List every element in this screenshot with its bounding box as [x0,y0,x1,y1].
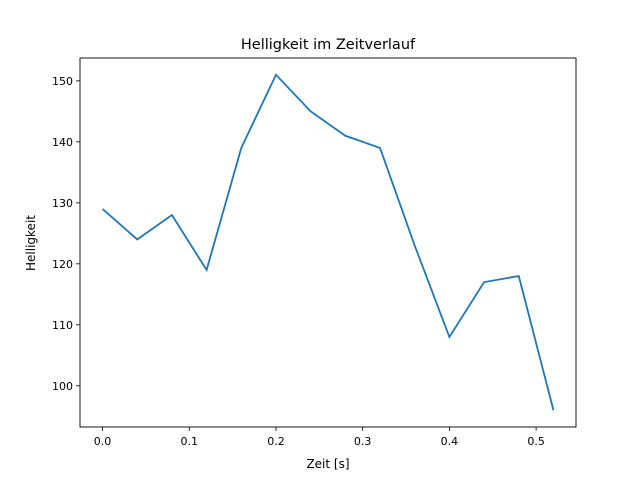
y-axis-label: Helligkeit [24,215,38,271]
x-tick-label: 0.3 [354,435,372,448]
y-tick-label: 110 [52,319,73,332]
series-line [101,73,555,411]
x-tick-label: 0.5 [527,435,545,448]
plot-frame [79,57,577,428]
y-tick-label: 120 [52,258,73,271]
y-tick-label: 150 [52,75,73,88]
x-axis-label: Zeit [s] [306,457,349,471]
y-tick-label: 130 [52,197,73,210]
y-tick-label: 100 [52,380,73,393]
x-tick-label: 0.2 [267,435,285,448]
chart-title: Helligkeit im Zeitverlauf [241,37,416,53]
x-tick-label: 0.1 [181,435,199,448]
x-tick-label: 0.0 [94,435,112,448]
y-tick-label: 140 [52,136,73,149]
x-tick-label: 0.4 [441,435,459,448]
